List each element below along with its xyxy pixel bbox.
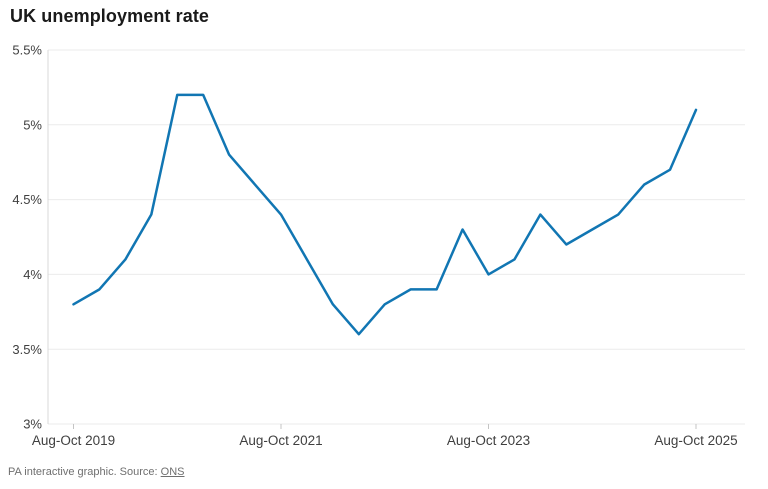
- x-axis-label: Aug-Oct 2021: [239, 433, 322, 448]
- unemployment-line-chart: 5.5% 5% 4.5% 4% 3.5% 3%Aug-Oct 2019 Aug-Oct 20…: [12, 43, 745, 448]
- page-title: UK unemployment rate: [10, 6, 210, 26]
- x-axis-label: Aug-Oct 2023: [447, 433, 530, 448]
- y-axis-label: 4.5%: [12, 192, 42, 207]
- source-note-text: PA interactive graphic. Source:: [8, 466, 161, 478]
- x-axis-label: Aug-Oct 2025: [654, 433, 737, 448]
- y-axis-label: 5.5%: [12, 43, 42, 58]
- y-axis-label: 5%: [23, 117, 42, 132]
- y-axis-label: 3.5%: [12, 342, 42, 357]
- source-link[interactable]: ONS: [160, 466, 185, 478]
- data-line-unemployment-rate: [72, 93, 698, 336]
- x-axis-label: Aug-Oct 2019: [32, 433, 115, 448]
- source-note: PA interactive graphic. Source: ONS: [8, 466, 185, 478]
- y-axis-label: 4%: [23, 267, 42, 282]
- y-axis-label: 3%: [23, 417, 42, 432]
